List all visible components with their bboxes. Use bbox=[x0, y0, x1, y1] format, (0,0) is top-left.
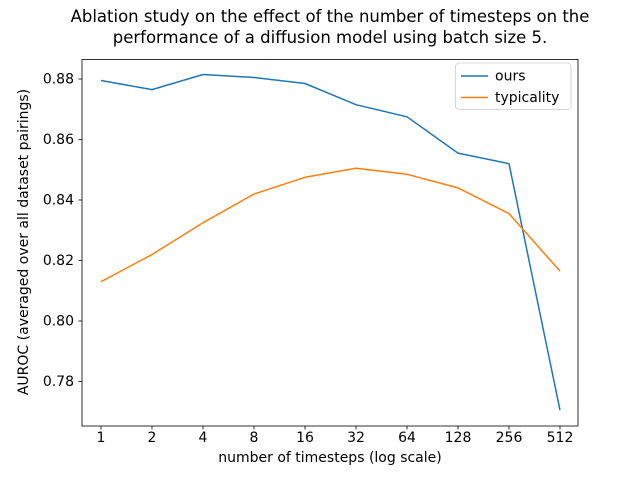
x-tick-label: 32 bbox=[347, 430, 365, 446]
x-tick-label: 16 bbox=[296, 430, 314, 446]
y-tick-label: 0.88 bbox=[43, 72, 74, 88]
x-tick-label: 4 bbox=[199, 430, 208, 446]
chart-title-line: performance of a diffusion model using b… bbox=[112, 27, 548, 47]
x-tick-label: 2 bbox=[148, 430, 157, 446]
y-tick-label: 0.82 bbox=[43, 253, 74, 269]
y-tick-label: 0.84 bbox=[43, 193, 74, 209]
y-tick-label: 0.86 bbox=[43, 132, 74, 148]
chart-title: Ablation study on the effect of the numb… bbox=[10, 7, 640, 48]
legend-label-typicality: typicality bbox=[495, 90, 559, 106]
x-tick-label: 128 bbox=[445, 430, 472, 446]
x-tick-label: 8 bbox=[250, 430, 259, 446]
x-tick-label: 256 bbox=[496, 430, 523, 446]
chart-title-line: Ablation study on the effect of the numb… bbox=[70, 7, 590, 26]
axes-frame bbox=[81, 59, 579, 427]
y-axis-label: AUROC (averaged over all dataset pairing… bbox=[16, 88, 32, 396]
x-tick-label: 512 bbox=[547, 430, 574, 446]
series-line-ours bbox=[100, 73, 561, 411]
x-tick-label: 64 bbox=[398, 430, 416, 446]
y-tick-label: 0.80 bbox=[43, 314, 74, 330]
series-line-typicality bbox=[100, 167, 561, 283]
legend-label-ours: ours bbox=[495, 69, 526, 85]
x-axis-label: number of timesteps (log scale) bbox=[218, 450, 442, 466]
x-tick-label: 1 bbox=[97, 430, 106, 446]
y-tick-label: 0.78 bbox=[43, 374, 74, 390]
